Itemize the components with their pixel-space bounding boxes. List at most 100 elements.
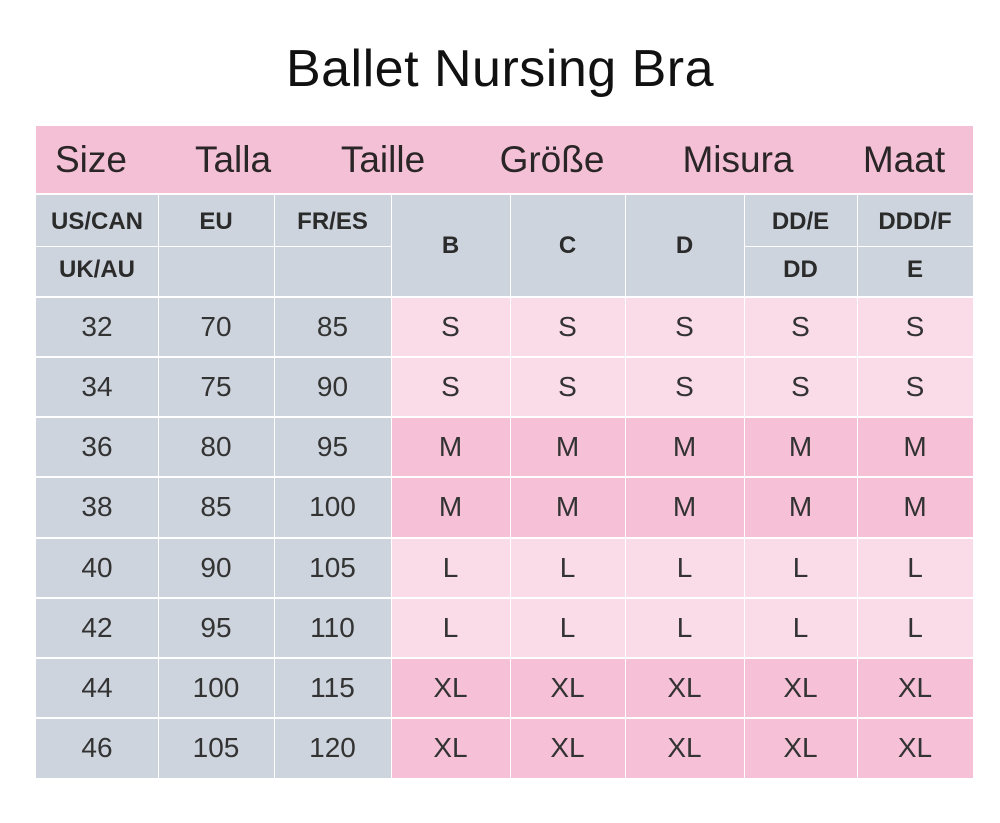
band-size-cell: 105 — [274, 537, 391, 598]
band-size-cell: 85 — [274, 297, 391, 358]
cup-size-cell: M — [857, 477, 973, 538]
band-size-cell: 38 — [36, 477, 158, 538]
cup-size-cell: L — [744, 597, 857, 658]
band-size-cell: 75 — [158, 357, 274, 418]
cup-size-cell: XL — [625, 717, 744, 778]
cup-size-cell: S — [391, 357, 510, 418]
header-fr-es-bottom — [274, 246, 391, 297]
header-cup: B — [391, 195, 510, 296]
header-us-can-top: US/CAN — [50, 208, 143, 235]
header-us-can-bottom: UK/AU — [59, 255, 135, 283]
cup-size-cell: S — [510, 297, 625, 358]
cup-size-cell: XL — [510, 657, 625, 718]
band-size-cell: 32 — [36, 297, 158, 358]
cup-size-cell: S — [625, 297, 744, 358]
size-chart-table: Size Talla Taille Größe Misura Maat US/CAN UK/… — [36, 126, 973, 778]
band-size-cell: 100 — [274, 477, 391, 538]
header-cup-top: DDD/F — [878, 208, 952, 235]
column-divider — [857, 195, 858, 778]
band-size-cell: 80 — [158, 417, 274, 478]
band-size-cell: 95 — [274, 417, 391, 478]
language-label: Talla — [194, 139, 272, 180]
band-size-cell: 90 — [274, 357, 391, 418]
cup-size-cell: XL — [857, 657, 973, 718]
cup-size-cell: M — [510, 477, 625, 538]
language-label: Maat — [862, 139, 946, 180]
language-label: Misura — [682, 139, 794, 180]
cup-size-cell: S — [625, 357, 744, 418]
cup-size-cell: L — [625, 597, 744, 658]
band-size-cell: 100 — [158, 657, 274, 718]
header-subrow-divider — [36, 245, 391, 247]
cup-size-cell: M — [510, 417, 625, 478]
cup-size-cell: S — [857, 297, 973, 358]
cup-size-cell: XL — [625, 657, 744, 718]
row-divider — [36, 656, 973, 659]
language-header-row: Size Talla Taille Größe Misura Maat — [36, 126, 973, 193]
cup-size-cell: L — [857, 597, 973, 658]
band-size-cell: 42 — [36, 597, 158, 658]
cup-size-cell: M — [391, 477, 510, 538]
header-cup-bottom: E — [906, 255, 923, 283]
header-eu-bottom — [158, 246, 274, 297]
band-size-cell: 105 — [158, 717, 274, 778]
header-cup-top: DD/E — [771, 208, 830, 235]
cup-size-cell: XL — [391, 657, 510, 718]
band-size-cell: 46 — [36, 717, 158, 778]
band-size-cell: 95 — [158, 597, 274, 658]
row-divider — [36, 476, 973, 479]
row-divider — [36, 596, 973, 599]
cup-size-cell: S — [744, 357, 857, 418]
cup-size-cell: L — [625, 537, 744, 598]
cup-size-cell: L — [510, 597, 625, 658]
column-divider — [744, 195, 745, 778]
column-divider — [158, 195, 159, 778]
row-divider — [36, 356, 973, 359]
column-divider — [391, 195, 392, 778]
cup-size-cell: S — [510, 357, 625, 418]
band-size-cell: 110 — [274, 597, 391, 658]
cup-size-cell: L — [857, 537, 973, 598]
band-size-cell: 120 — [274, 717, 391, 778]
cup-size-cell: S — [857, 357, 973, 418]
column-divider — [274, 195, 275, 778]
cup-size-cell: L — [744, 537, 857, 598]
page-title: Ballet Nursing Bra — [285, 40, 715, 98]
cup-size-cell: XL — [857, 717, 973, 778]
header-eu-top: EU — [199, 208, 233, 235]
band-size-cell: 90 — [158, 537, 274, 598]
language-label: Taille — [340, 139, 426, 180]
column-divider — [510, 195, 511, 778]
cup-size-cell: S — [744, 297, 857, 358]
header-cup-bottom: DD — [783, 255, 818, 283]
row-divider — [36, 296, 973, 298]
cup-size-cell: M — [744, 417, 857, 478]
band-size-cell: 34 — [36, 357, 158, 418]
cup-size-cell: M — [857, 417, 973, 478]
row-divider — [36, 536, 973, 539]
cup-size-cell: L — [391, 537, 510, 598]
cup-size-cell: XL — [744, 717, 857, 778]
band-size-cell: 40 — [36, 537, 158, 598]
cup-size-cell: M — [625, 417, 744, 478]
cup-size-cell: M — [625, 477, 744, 538]
cup-size-cell: XL — [744, 657, 857, 718]
column-divider — [625, 195, 626, 778]
header-fr-es-top: FR/ES — [297, 208, 368, 235]
row-divider — [36, 716, 973, 719]
header-subrow-divider — [744, 245, 973, 247]
cup-size-cell: S — [391, 297, 510, 358]
cup-size-cell: L — [510, 537, 625, 598]
band-size-cell: 44 — [36, 657, 158, 718]
row-divider — [36, 416, 973, 419]
band-size-cell: 115 — [274, 657, 391, 718]
cup-size-cell: XL — [391, 717, 510, 778]
header-cup: C — [510, 195, 625, 296]
band-size-cell: 85 — [158, 477, 274, 538]
cup-size-cell: M — [391, 417, 510, 478]
band-size-cell: 36 — [36, 417, 158, 478]
band-size-cell: 70 — [158, 297, 274, 358]
cup-size-cell: L — [391, 597, 510, 658]
cup-size-cell: M — [744, 477, 857, 538]
language-label: Size — [55, 139, 127, 180]
